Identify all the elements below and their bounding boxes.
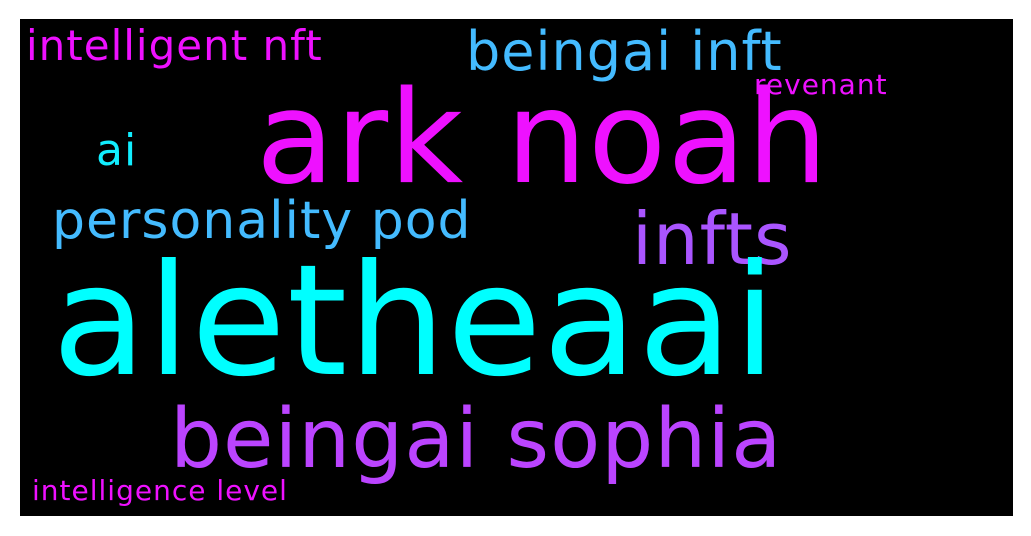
word-infts: infts — [632, 197, 793, 281]
word-intelligence-level: intelligence level — [32, 474, 288, 507]
word-personality-pod: personality pod — [52, 191, 472, 251]
word-ai: ai — [96, 125, 138, 176]
word-revenant: revenant — [754, 68, 888, 101]
word-ark-noah: ark noah — [256, 64, 829, 213]
word-aletheaai: aletheaai — [52, 232, 778, 411]
word-cloud-canvas: intelligent nft beingai inft revenant ar… — [20, 19, 1013, 516]
word-intelligent-nft: intelligent nft — [26, 21, 323, 70]
word-beingai-inft: beingai inft — [466, 20, 783, 83]
word-beingai-sophia: beingai sophia — [170, 392, 783, 487]
